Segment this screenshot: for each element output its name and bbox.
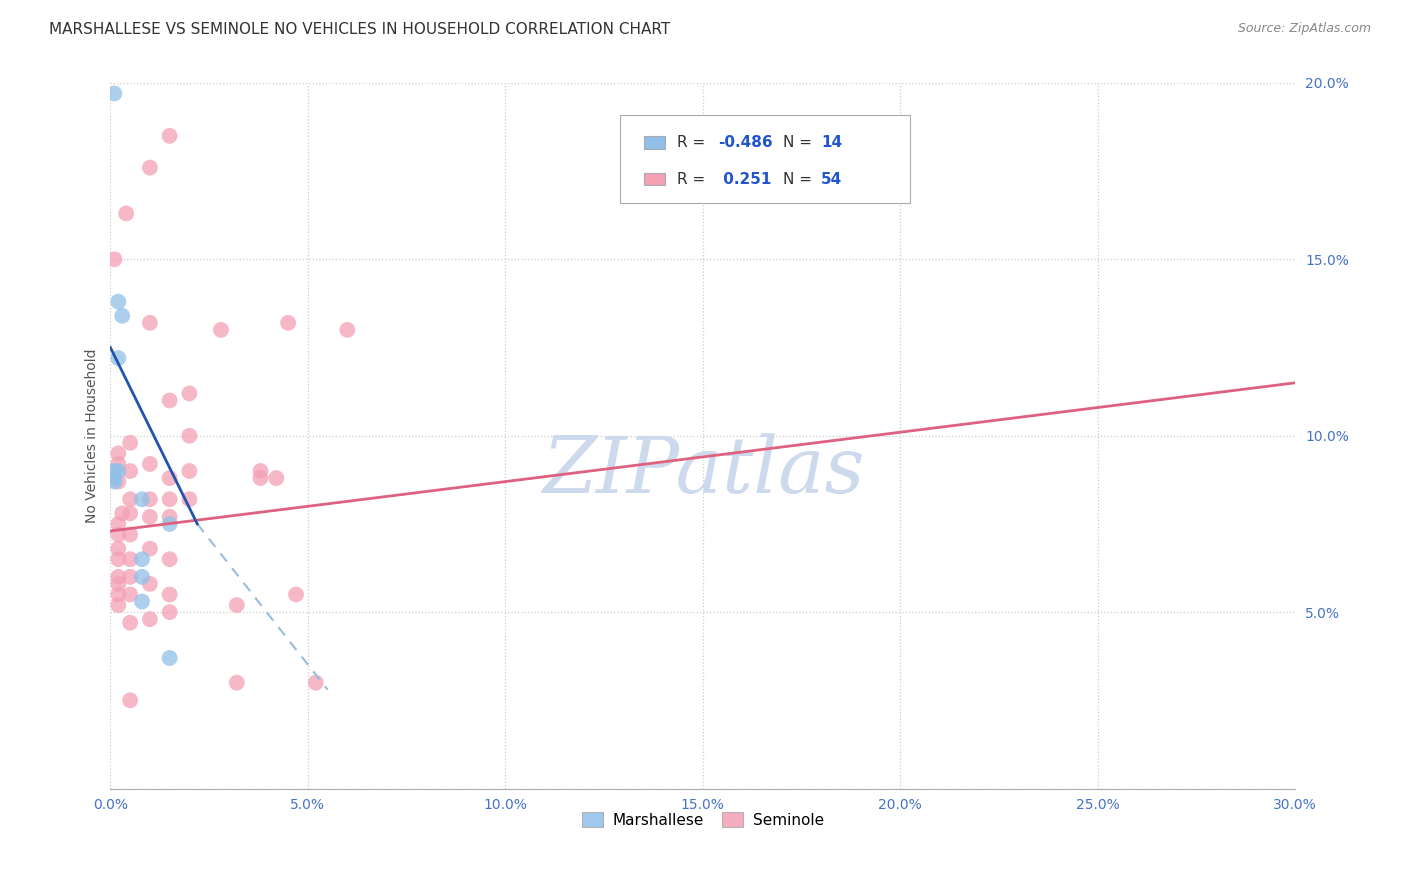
Point <box>305 675 328 690</box>
Point <box>107 598 129 612</box>
Point <box>159 651 181 665</box>
Point <box>249 464 271 478</box>
Point <box>120 507 142 521</box>
Point <box>139 541 162 556</box>
Point <box>139 492 162 507</box>
Text: 0.251: 0.251 <box>718 171 772 186</box>
Point <box>120 492 142 507</box>
Point <box>107 475 129 489</box>
Text: ZIPatlas: ZIPatlas <box>541 433 865 509</box>
Point <box>131 594 153 608</box>
Point <box>159 471 181 485</box>
Point <box>131 492 153 507</box>
Text: N =: N = <box>783 171 817 186</box>
Text: -0.486: -0.486 <box>718 135 773 150</box>
Point <box>120 693 142 707</box>
Text: 54: 54 <box>821 171 842 186</box>
Text: MARSHALLESE VS SEMINOLE NO VEHICLES IN HOUSEHOLD CORRELATION CHART: MARSHALLESE VS SEMINOLE NO VEHICLES IN H… <box>49 22 671 37</box>
Point <box>103 475 125 489</box>
Point <box>111 309 134 323</box>
Point <box>159 516 181 531</box>
Point <box>107 464 129 478</box>
Point <box>103 87 125 101</box>
Point <box>120 587 142 601</box>
Point <box>179 492 201 507</box>
Point <box>139 161 162 175</box>
Text: N =: N = <box>783 135 817 150</box>
Point <box>120 570 142 584</box>
Point <box>159 492 181 507</box>
Point <box>139 612 162 626</box>
Point <box>225 675 247 690</box>
Point <box>131 552 153 566</box>
Point <box>159 587 181 601</box>
Point <box>159 552 181 566</box>
Point <box>179 428 201 442</box>
Point <box>139 457 162 471</box>
Text: Source: ZipAtlas.com: Source: ZipAtlas.com <box>1237 22 1371 36</box>
Point <box>103 252 125 267</box>
Point <box>120 464 142 478</box>
Point <box>107 541 129 556</box>
Point <box>179 464 201 478</box>
Point <box>107 552 129 566</box>
Point <box>159 393 181 408</box>
Point <box>107 351 129 365</box>
Point <box>266 471 288 485</box>
Point <box>277 316 299 330</box>
Point <box>107 570 129 584</box>
Point <box>139 577 162 591</box>
Point <box>139 509 162 524</box>
Point <box>179 386 201 401</box>
Point <box>107 516 129 531</box>
Point <box>225 598 247 612</box>
Point <box>159 605 181 619</box>
Point <box>107 294 129 309</box>
Text: R =: R = <box>676 171 710 186</box>
Point <box>107 446 129 460</box>
Point <box>159 128 181 143</box>
Point <box>120 552 142 566</box>
Point <box>209 323 232 337</box>
Point <box>336 323 359 337</box>
Point <box>107 577 129 591</box>
Point <box>107 457 129 471</box>
Point <box>103 464 125 478</box>
FancyBboxPatch shape <box>644 136 665 149</box>
Point <box>115 206 138 220</box>
Point <box>107 527 129 541</box>
Point <box>249 471 271 485</box>
Point <box>139 316 162 330</box>
Y-axis label: No Vehicles in Household: No Vehicles in Household <box>86 349 100 523</box>
Point <box>120 615 142 630</box>
Text: R =: R = <box>676 135 710 150</box>
Point <box>120 435 142 450</box>
Legend: Marshallese, Seminole: Marshallese, Seminole <box>575 805 830 834</box>
Point <box>159 509 181 524</box>
Point <box>285 587 308 601</box>
Point <box>103 471 125 485</box>
Point <box>120 527 142 541</box>
Point <box>111 507 134 521</box>
Point <box>107 587 129 601</box>
Point <box>131 570 153 584</box>
FancyBboxPatch shape <box>644 173 665 186</box>
FancyBboxPatch shape <box>620 115 910 202</box>
Text: 14: 14 <box>821 135 842 150</box>
